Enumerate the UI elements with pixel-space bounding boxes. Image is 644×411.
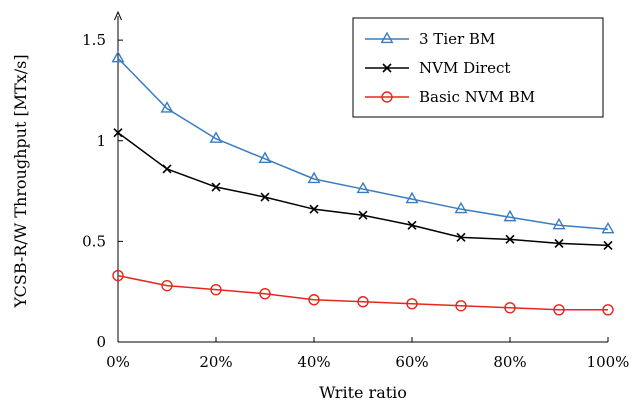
- data-point: [308, 294, 320, 306]
- x-tick-label: 60%: [395, 353, 428, 371]
- legend-entry: 3 Tier BM: [365, 30, 495, 48]
- x-tick-label: 20%: [199, 353, 232, 371]
- legend-marker: [380, 31, 394, 44]
- data-point: [258, 151, 272, 163]
- y-axis-title: YCSB-R/W Throughput [MTx/s]: [11, 54, 30, 308]
- data-point: [162, 164, 172, 174]
- data-point: [505, 234, 515, 244]
- legend-marker: [381, 91, 393, 103]
- legend-entry: NVM Direct: [365, 59, 510, 77]
- series-group: [111, 50, 615, 234]
- data-point: [603, 240, 613, 250]
- data-point: [552, 217, 566, 230]
- legend: 3 Tier BM NVM Direct Basic NVM BM: [352, 17, 604, 118]
- y-tick-label: 1.5: [82, 31, 106, 49]
- data-point: [504, 302, 516, 314]
- x-tick-label: 100%: [587, 353, 630, 371]
- data-point: [503, 209, 517, 222]
- x-axis-title: Write ratio: [319, 383, 407, 402]
- data-point: [406, 298, 418, 310]
- y-tick-label: 1: [96, 132, 106, 150]
- series-layer: [111, 50, 615, 316]
- legend-marker: [382, 63, 392, 73]
- data-point: [260, 192, 270, 202]
- x-tick-label: 40%: [297, 353, 330, 371]
- data-point: [307, 171, 321, 184]
- x-tick-label: 80%: [493, 353, 526, 371]
- data-point: [160, 101, 174, 113]
- data-point: [357, 296, 369, 308]
- data-point: [211, 182, 221, 192]
- axes: [114, 10, 608, 343]
- data-point: [602, 304, 614, 316]
- data-point: [601, 221, 615, 234]
- data-point: [356, 181, 370, 194]
- data-point: [259, 288, 271, 300]
- data-point: [210, 283, 222, 296]
- data-point: [113, 128, 123, 138]
- data-point: [553, 304, 565, 316]
- series-line: [117, 274, 608, 311]
- y-tick-label: 0: [96, 333, 106, 351]
- data-point: [455, 300, 467, 312]
- data-point: [161, 279, 173, 292]
- data-point: [456, 232, 466, 242]
- legend-label: Basic NVM BM: [419, 88, 535, 106]
- series-group: [113, 128, 613, 250]
- series-group: [112, 269, 614, 316]
- ticks: 0% 20% 40% 60% 80% 100% 0 0.5 1 1.5: [82, 31, 629, 371]
- data-point: [309, 204, 319, 214]
- y-tick-label: 0.5: [82, 232, 106, 250]
- x-tick-label: 0%: [106, 353, 130, 371]
- data-point: [554, 238, 564, 248]
- series-line: [117, 57, 609, 231]
- data-point: [111, 50, 125, 63]
- data-point: [454, 201, 468, 214]
- data-point: [405, 191, 419, 204]
- data-point: [209, 131, 223, 143]
- data-point: [112, 269, 124, 282]
- data-point: [407, 220, 417, 230]
- y-axis-arrowhead: [114, 10, 122, 21]
- legend-entry: Basic NVM BM: [365, 88, 535, 106]
- legend-label: NVM Direct: [419, 59, 510, 77]
- legend-label: 3 Tier BM: [419, 30, 495, 48]
- data-point: [358, 210, 368, 220]
